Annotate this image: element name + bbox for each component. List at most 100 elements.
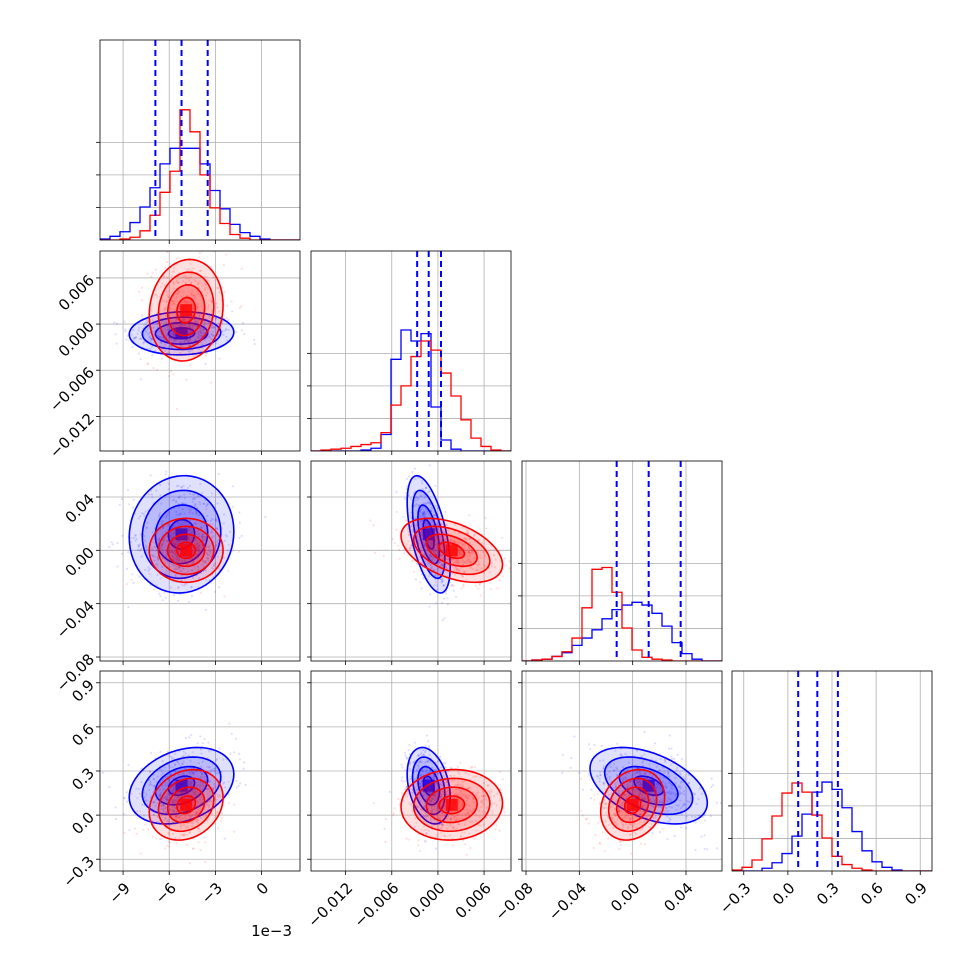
scatter-point-blue — [231, 485, 234, 488]
scatter-point-blue — [182, 750, 185, 753]
scatter-point-red — [150, 309, 153, 312]
scatter-point-blue — [400, 763, 403, 766]
scatter-point-red — [469, 548, 473, 551]
scatter-point-blue — [429, 555, 432, 558]
scatter-point-red — [481, 551, 485, 554]
scatter-point-blue — [164, 530, 167, 534]
panel-frame — [99, 460, 301, 662]
scatter-point-blue — [148, 347, 151, 350]
scatter-point-red — [467, 550, 470, 553]
scatter-point-blue — [442, 597, 446, 600]
contour-blue — [422, 518, 435, 550]
scatter-point-red — [201, 775, 204, 778]
scatter-point-blue — [680, 826, 683, 829]
scatter-point-red — [189, 262, 192, 265]
scatter-point-blue — [417, 504, 420, 507]
scatter-point-blue — [600, 744, 603, 748]
scatter-point-red — [193, 813, 197, 817]
density-peak-red — [180, 798, 193, 811]
scatter-point-red — [150, 554, 153, 557]
scatter-point-red — [199, 591, 202, 595]
histogram-red — [100, 109, 300, 240]
scatter-point-red — [220, 527, 224, 530]
scatter-point-blue — [179, 765, 182, 768]
scatter-point-red — [204, 805, 207, 808]
scatter-point-blue — [187, 796, 190, 799]
scatter-point-red — [420, 534, 423, 537]
scatter-point-red — [435, 543, 438, 546]
scatter-point-blue — [200, 526, 203, 529]
scatter-point-blue — [164, 473, 167, 476]
scatter-point-blue — [422, 513, 425, 516]
scatter-point-blue — [171, 526, 174, 529]
scatter-point-blue — [166, 782, 169, 785]
scatter-point-blue — [173, 801, 176, 804]
scatter-point-red — [172, 333, 175, 336]
scatter-point-blue — [161, 760, 164, 763]
scatter-point-blue — [222, 758, 225, 761]
scatter-point-red — [211, 330, 214, 333]
scatter-point-blue — [177, 557, 181, 560]
scatter-point-red — [164, 810, 167, 814]
scatter-point-red — [166, 820, 169, 823]
scatter-point-red — [451, 572, 454, 575]
scatter-point-red — [198, 256, 201, 259]
scatter-point-red — [203, 775, 206, 779]
scatter-point-blue — [433, 552, 436, 555]
scatter-point-red — [182, 275, 185, 278]
scatter-point-red — [461, 575, 464, 578]
scatter-point-red — [164, 796, 167, 799]
scatter-point-blue — [426, 795, 429, 798]
scatter-point-blue — [213, 590, 217, 594]
scatter-point-blue — [147, 493, 150, 496]
scatter-point-blue — [407, 749, 410, 752]
scatter-point-red — [199, 775, 202, 779]
scatter-point-blue — [429, 791, 433, 795]
scatter-point-blue — [421, 769, 424, 773]
scatter-point-blue — [186, 340, 189, 344]
scatter-point-red — [176, 816, 180, 820]
scatter-point-blue — [205, 551, 208, 555]
scatter-point-red — [162, 804, 165, 807]
scatter-point-red — [384, 840, 387, 844]
scatter-point-blue — [143, 535, 146, 538]
scatter-point-red — [176, 555, 179, 559]
scatter-point-red — [172, 300, 175, 303]
scatter-point-blue — [136, 548, 139, 552]
scatter-point-blue — [430, 509, 433, 512]
scatter-point-blue — [425, 734, 429, 737]
scatter-point-blue — [148, 331, 151, 334]
scatter-point-red — [210, 812, 214, 815]
scatter-point-red — [382, 554, 385, 557]
scatter-point-blue — [173, 333, 176, 336]
scatter-point-red — [166, 321, 169, 324]
scatter-point-blue — [211, 326, 214, 329]
scatter-point-blue — [129, 541, 132, 544]
scatter-point-red — [466, 555, 469, 558]
scatter-point-red — [178, 306, 181, 309]
scatter-point-red — [452, 540, 456, 544]
scatter-point-blue — [433, 514, 436, 517]
scatter-point-blue — [194, 505, 197, 508]
scatter-point-red — [183, 584, 186, 587]
scatter-point-red — [453, 561, 456, 564]
scatter-point-blue — [227, 793, 230, 796]
scatter-point-red — [176, 799, 179, 802]
scatter-point-red — [156, 368, 159, 371]
scatter-point-blue — [147, 569, 150, 572]
scatter-point-red — [187, 780, 190, 783]
scatter-point-blue — [191, 813, 194, 817]
scatter-point-blue — [155, 549, 158, 553]
scatter-point-red — [198, 252, 201, 255]
scatter-point-red — [476, 568, 479, 572]
scatter-point-blue — [192, 498, 195, 501]
scatter-point-blue — [146, 333, 149, 336]
scatter-point-blue — [443, 617, 446, 620]
scatter-point-red — [183, 317, 186, 320]
scatter-point-blue — [195, 770, 199, 773]
scatter-point-blue — [588, 743, 591, 746]
scatter-point-blue — [170, 526, 174, 530]
scatter-point-red — [187, 813, 190, 817]
scatter-point-red — [197, 332, 200, 335]
scatter-point-blue — [165, 470, 168, 473]
